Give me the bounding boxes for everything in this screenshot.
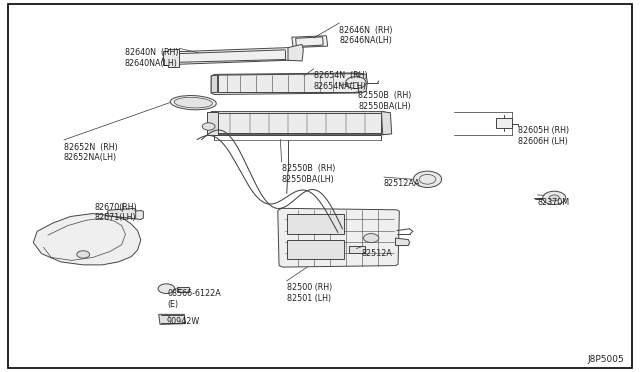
Text: 82512A: 82512A [362, 249, 392, 258]
Circle shape [77, 251, 90, 258]
Ellipse shape [170, 96, 216, 110]
Polygon shape [211, 73, 361, 94]
Circle shape [543, 191, 566, 205]
Text: 82500 (RH)
82501 (LH): 82500 (RH) 82501 (LH) [287, 283, 332, 303]
Polygon shape [278, 208, 399, 267]
Text: 82640N  (RH)
82640NA(LH): 82640N (RH) 82640NA(LH) [125, 48, 179, 68]
Polygon shape [207, 112, 387, 135]
Polygon shape [108, 208, 136, 219]
Text: 82654N  (RH)
82654NA(LH): 82654N (RH) 82654NA(LH) [314, 71, 367, 91]
Text: 90942W: 90942W [166, 317, 200, 326]
Polygon shape [163, 49, 179, 67]
Polygon shape [33, 214, 141, 265]
Circle shape [549, 195, 559, 201]
Circle shape [364, 234, 379, 243]
Polygon shape [349, 246, 365, 253]
Circle shape [158, 284, 175, 294]
Polygon shape [163, 48, 292, 65]
Polygon shape [177, 287, 189, 292]
Text: S: S [164, 285, 168, 291]
Polygon shape [106, 211, 143, 219]
Polygon shape [381, 112, 392, 135]
Circle shape [202, 123, 215, 130]
Text: 82550B  (RH)
82550BA(LH): 82550B (RH) 82550BA(LH) [282, 164, 335, 184]
Polygon shape [207, 112, 218, 135]
Text: 82652N  (RH)
82652NA(LH): 82652N (RH) 82652NA(LH) [64, 143, 118, 162]
Bar [287, 240, 344, 259]
Circle shape [413, 171, 442, 187]
Text: 82605H (RH)
82606H (LH): 82605H (RH) 82606H (LH) [518, 126, 570, 146]
Text: 82370M: 82370M [538, 198, 570, 207]
Polygon shape [496, 118, 512, 128]
Circle shape [346, 77, 366, 89]
Polygon shape [288, 45, 303, 61]
Polygon shape [159, 314, 186, 324]
Ellipse shape [174, 97, 212, 108]
Text: 82670(RH)
82671(LH): 82670(RH) 82671(LH) [95, 203, 138, 222]
Text: 82646N  (RH)
82646NA(LH): 82646N (RH) 82646NA(LH) [339, 26, 393, 45]
Polygon shape [211, 75, 218, 93]
Polygon shape [292, 36, 328, 48]
Text: 82512AA: 82512AA [384, 179, 420, 188]
Text: 08566-6122A
(E): 08566-6122A (E) [168, 289, 221, 309]
Bar [287, 214, 344, 234]
Polygon shape [358, 73, 367, 93]
Text: J8P5005: J8P5005 [588, 355, 624, 364]
Polygon shape [396, 238, 410, 246]
Text: 82550B  (RH)
82550BA(LH): 82550B (RH) 82550BA(LH) [358, 91, 412, 110]
